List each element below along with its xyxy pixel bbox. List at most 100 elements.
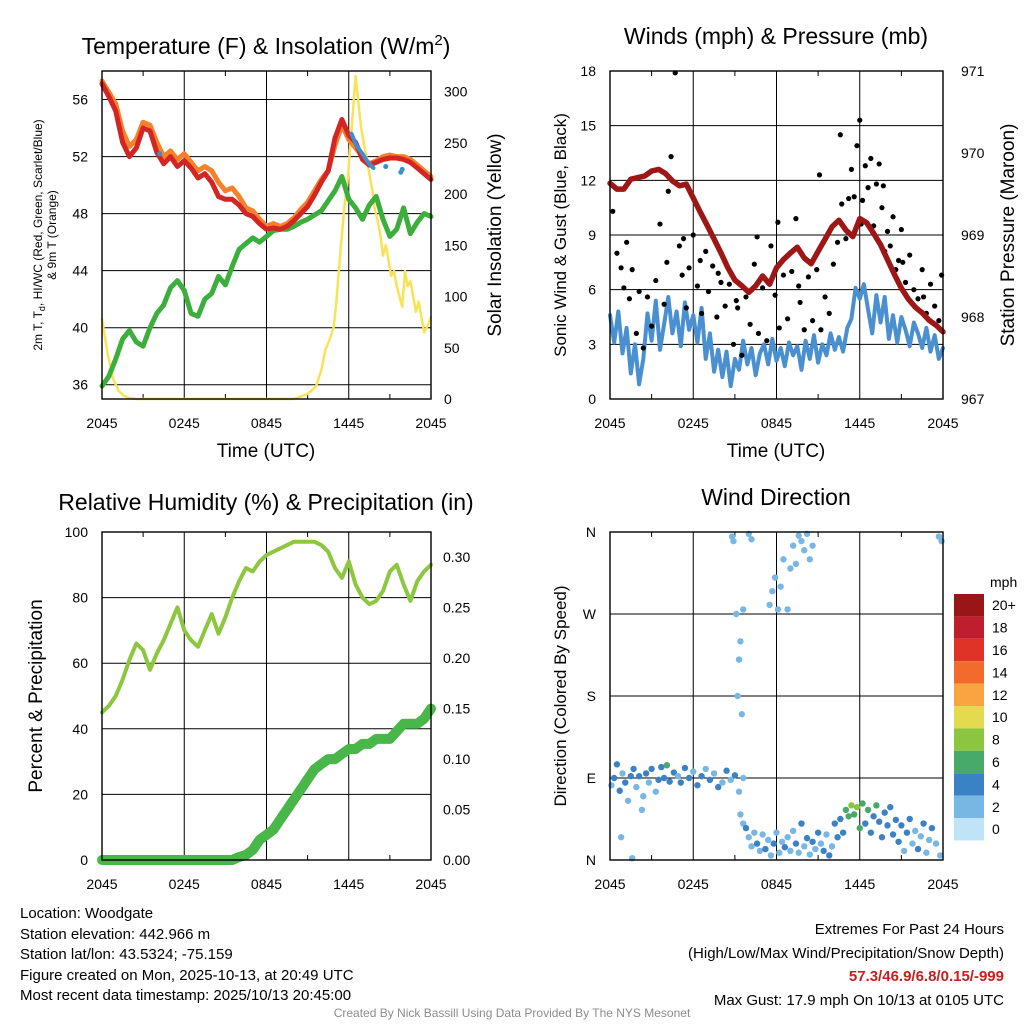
chart-title: Relative Humidity (%) & Precipitation (i… [58, 489, 473, 515]
y-tick-label: N [586, 852, 596, 868]
direction-point [633, 783, 640, 791]
direction-point [735, 788, 743, 795]
direction-point [770, 840, 777, 847]
direction-point [798, 820, 805, 827]
max-gust: Max Gust: 17.9 mph On 10/13 at 0105 UTC [713, 991, 1004, 1009]
chart-title: Winds (mph) & Pressure (mb) [624, 23, 928, 49]
direction-point [742, 824, 750, 832]
direction-point [826, 852, 833, 859]
x-tick-label: 1445 [844, 415, 875, 431]
direction-point [748, 843, 755, 850]
dewpoint-line [99, 174, 434, 389]
direction-point [900, 847, 908, 855]
gust-point [776, 325, 782, 331]
direction-point [848, 802, 855, 809]
direction-point [740, 606, 747, 613]
direction-point [764, 836, 772, 844]
y2-tick-label: 250 [444, 135, 468, 151]
gust-point [730, 341, 737, 347]
gust-point [683, 305, 689, 311]
direction-point [867, 829, 875, 836]
gust-point [900, 259, 906, 265]
y2-tick-label: 50 [444, 340, 460, 356]
gust-point [772, 292, 778, 298]
plot-border [609, 531, 944, 861]
y2-tick-label: 969 [961, 227, 985, 243]
direction-point [706, 776, 714, 784]
legend-swatch [954, 683, 984, 706]
y-tick-label: 0 [588, 391, 596, 407]
direction-point [767, 852, 775, 859]
gust-point [614, 250, 620, 256]
y2-tick-label: 0.20 [443, 650, 470, 666]
gust-point [876, 161, 882, 167]
direction-point [814, 829, 822, 836]
y-tick-label: N [586, 524, 596, 540]
y2-tick-label: 0.10 [443, 751, 470, 767]
direction-point [610, 774, 618, 782]
legend-label: 8 [992, 732, 1000, 748]
legend-swatch [954, 594, 984, 617]
legend-swatch [954, 706, 984, 729]
y-tick-label: 18 [580, 63, 596, 79]
direction-point [828, 843, 836, 850]
gust-point [610, 208, 616, 214]
panel-2: 0 3 6 9 12 15 18 967 968 969 970 971 2045 0245 0845 144… [551, 23, 1019, 462]
title-superscript: 2 [434, 32, 442, 49]
legend-label: 20+ [992, 597, 1016, 613]
direction-point [738, 711, 746, 718]
direction-point [733, 610, 740, 618]
credit-line: Created By Nick Bassill Using Data Provi… [333, 1006, 691, 1020]
direction-point [859, 800, 866, 807]
direction-point [806, 851, 813, 858]
panel-4: N E S W N 2045 0245 0845 1445 2045 Wind Direction D… [551, 484, 1017, 892]
y-tick-label: E [587, 770, 596, 786]
gust-point [920, 294, 927, 300]
extremes-panel: Extremes For Past 24 Hours (High/Low/Max… [688, 918, 1004, 1012]
y-tick-label: 80 [72, 590, 88, 606]
gust-point [890, 214, 896, 220]
y2-tick-label: 150 [444, 237, 468, 253]
direction-point [663, 762, 671, 769]
gust-point [902, 279, 909, 285]
direction-point [756, 847, 764, 855]
gust-point [618, 265, 624, 271]
direction-point [762, 845, 769, 853]
chart-title: Temperature (F) & Insolation (W/m2) [82, 32, 451, 59]
station-info: Location: Woodgate Station elevation: 44… [20, 904, 354, 1007]
gust-point [705, 288, 712, 295]
gust-point [653, 277, 659, 284]
humidity-line [100, 539, 433, 715]
gust-point [862, 163, 868, 169]
direction-point [795, 849, 802, 856]
gust-point [664, 259, 670, 265]
extremes-subtitle: (High/Low/Max Wind/Precipitation/Snow De… [688, 944, 1004, 962]
direction-point [613, 761, 621, 768]
gust-point [743, 294, 749, 300]
direction-point [784, 834, 791, 841]
direction-point [787, 565, 794, 572]
direction-point [831, 820, 838, 827]
legend-label: 16 [992, 642, 1008, 658]
legend-label: 10 [992, 709, 1008, 725]
direction-point [845, 813, 852, 820]
chart-title: Wind Direction [701, 484, 851, 510]
y-tick-label: 6 [588, 282, 596, 298]
y2-axis-label: Solar Insolation (Yellow) [485, 133, 506, 336]
direction-point [889, 831, 897, 838]
y2-tick-label: 970 [961, 145, 985, 161]
gust-point [822, 294, 828, 300]
direction-point [906, 815, 913, 823]
direction-point [881, 809, 888, 816]
x-tick-label: 1445 [333, 876, 364, 892]
gust-point [818, 327, 824, 333]
gust-point [879, 205, 885, 211]
y2-tick-label: 0.25 [443, 600, 470, 616]
direction-point [727, 776, 734, 784]
direction-point [798, 537, 805, 545]
y-tick-label: 44 [72, 263, 88, 279]
gust-point [733, 298, 739, 304]
x-tick-label: 0245 [169, 876, 200, 892]
direction-point [875, 818, 883, 825]
x-tick-label: 0845 [761, 876, 792, 892]
